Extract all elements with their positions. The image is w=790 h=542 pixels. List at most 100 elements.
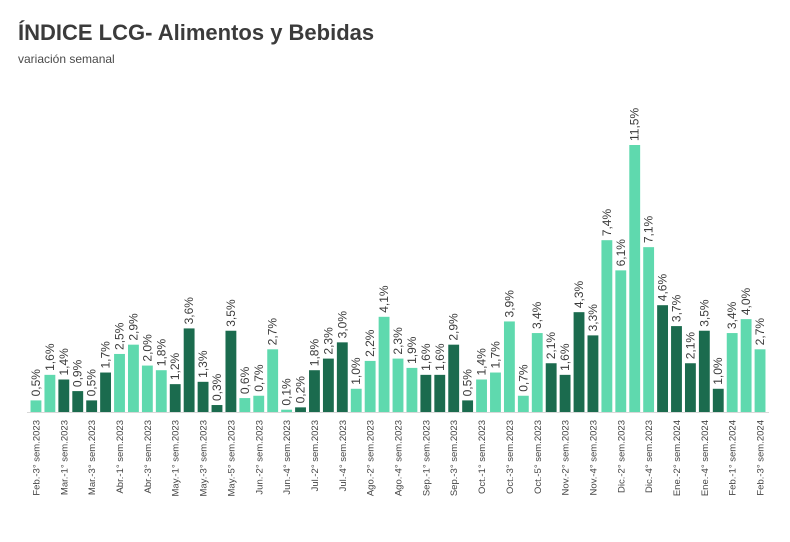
data-label: 1,7% [99, 341, 113, 369]
bar [155, 370, 167, 412]
chart-title: ÍNDICE LCG- Alimentos y Bebidas [18, 20, 375, 45]
tick-label: Nov.-2° sem.2023 [561, 420, 572, 495]
data-label: 3,7% [669, 294, 683, 322]
bar [712, 388, 724, 412]
bar [559, 374, 571, 412]
tick-label: Jul.-2° sem.2023 [310, 420, 321, 491]
bar [476, 379, 487, 412]
bar [615, 270, 627, 412]
tick-label: Feb.-3° sem.2023 [31, 420, 42, 496]
data-label: 2,0% [140, 334, 154, 362]
data-label: 11,5% [628, 108, 642, 141]
data-label: 2,5% [113, 322, 127, 350]
bar [58, 379, 70, 412]
data-label: 2,3% [391, 327, 405, 355]
bar [573, 312, 585, 412]
tick-label: Ago.-4° sem.2023 [394, 420, 405, 496]
bar [517, 395, 529, 412]
data-label: 2,7% [266, 318, 280, 346]
bar [601, 240, 613, 412]
data-label: 2,3% [321, 327, 335, 355]
data-label: 1,7% [488, 341, 502, 369]
tick-label: May.-5° sem.2023 [226, 420, 237, 497]
tick-labels-group: Feb.-3° sem.2023 Mar.-1° sem.2023 Mar.-3° … [31, 420, 766, 497]
bar [183, 328, 195, 412]
bar [531, 333, 543, 412]
bar [141, 365, 153, 412]
data-label: 6,1% [614, 239, 628, 267]
bar [643, 247, 655, 412]
bar [364, 360, 376, 412]
data-label: 0,9% [71, 359, 85, 387]
data-label: 0,5% [85, 369, 99, 397]
bar [587, 335, 599, 412]
tick-label: Mar.-3° sem.2023 [87, 420, 98, 495]
bar [434, 374, 446, 412]
bar [462, 400, 474, 412]
tick-label: Jun.-2° sem.2023 [254, 420, 265, 495]
data-label: 1,4% [475, 348, 489, 376]
data-label: 0,3% [210, 373, 224, 401]
tick-label: Dic.-2° sem.2023 [616, 420, 627, 493]
data-label: 2,1% [544, 332, 558, 360]
bar [740, 319, 752, 412]
data-label: 0,5% [461, 369, 475, 397]
data-label: 3,5% [697, 299, 711, 327]
data-label: 7,1% [642, 215, 656, 243]
bar [684, 363, 696, 412]
data-label: 3,0% [335, 311, 349, 339]
bar [420, 374, 432, 412]
bar [503, 321, 515, 412]
data-label: 3,4% [725, 301, 739, 329]
bar [253, 395, 265, 412]
data-label: 4,1% [377, 285, 391, 313]
data-label: 7,4% [600, 209, 614, 237]
data-label: 1,6% [43, 343, 57, 371]
tick-label: Jun.-4° sem.2023 [282, 420, 293, 495]
data-label: 2,9% [126, 313, 140, 341]
bar [44, 374, 56, 412]
data-label: 1,6% [419, 343, 433, 371]
data-label: 3,3% [586, 304, 600, 332]
bar [197, 381, 209, 412]
data-label: 1,2% [168, 352, 182, 380]
bar [211, 405, 223, 412]
tick-label: May.-3° sem.2023 [199, 420, 210, 497]
data-label: 0,7% [516, 364, 530, 392]
data-label: 3,4% [530, 301, 544, 329]
data-label: 4,3% [572, 280, 586, 308]
bar [490, 372, 501, 412]
tick-label: Ene.-2° sem.2024 [672, 420, 683, 496]
tick-label: Feb.-3° sem.2024 [756, 420, 767, 496]
data-label: 2,1% [683, 332, 697, 360]
bar [30, 400, 42, 412]
value-labels-group: 0,5%1,6% 1,4% 0,9% 0,5%1,7%2,5% 2,9%2,0% 1,8%… [29, 108, 767, 406]
data-label: 3,9% [502, 290, 516, 318]
data-label: 1,6% [433, 343, 447, 371]
data-label: 0,2% [294, 376, 308, 404]
data-label: 1,6% [558, 343, 572, 371]
bar [671, 326, 682, 412]
bar [100, 372, 112, 412]
data-label: 1,3% [196, 350, 210, 378]
tick-label: May.-1° sem.2023 [171, 420, 182, 497]
tick-label: Oct.-3° sem.2023 [505, 420, 516, 494]
data-label: 0,6% [238, 366, 252, 394]
tick-label: Sep.-1° sem.2023 [421, 420, 432, 496]
bar [295, 407, 306, 412]
bar [267, 349, 279, 412]
data-label: 0,1% [280, 378, 294, 406]
bar [114, 353, 125, 412]
chart-subtitle: variación semanal [18, 52, 115, 66]
bar [128, 344, 139, 412]
tick-label: Abr.-1° sem.2023 [115, 420, 126, 494]
data-label: 1,9% [405, 336, 419, 364]
data-label: 3,6% [182, 297, 196, 325]
data-label: 2,9% [447, 313, 461, 341]
tick-label: Nov.-4° sem.2023 [588, 420, 599, 495]
data-label: 2,7% [753, 318, 767, 346]
bar [754, 349, 766, 412]
data-label: 1,8% [307, 339, 321, 367]
tick-label: Oct.-1° sem.2023 [477, 420, 488, 494]
